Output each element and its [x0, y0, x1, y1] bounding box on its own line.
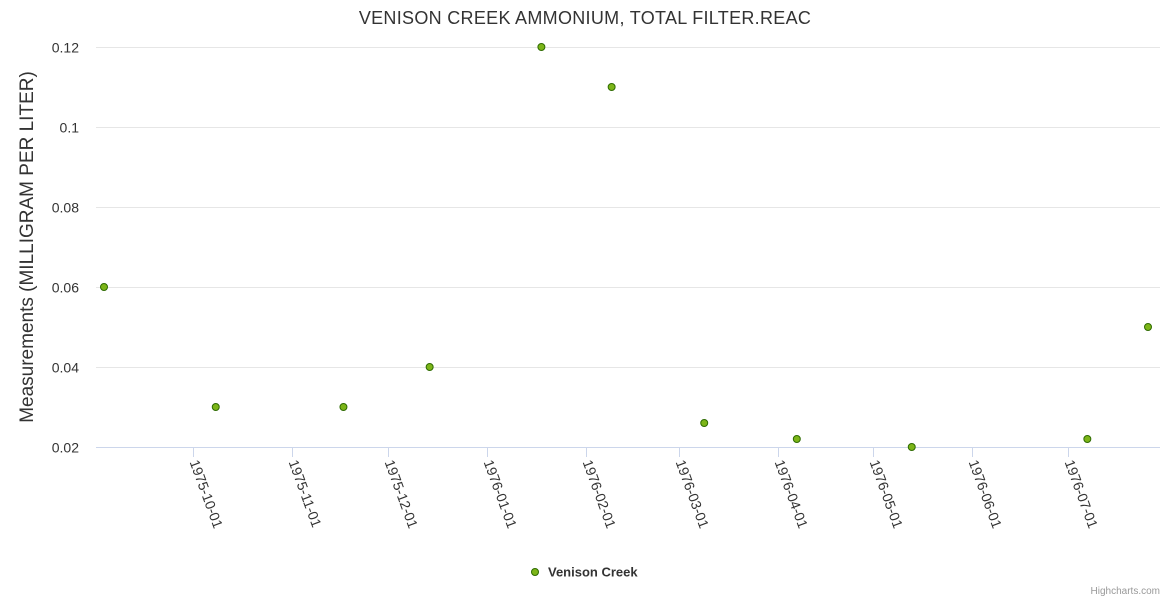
data-point[interactable] [700, 419, 709, 427]
x-tick-label: 1975-11-01 [286, 458, 325, 530]
legend-marker-icon [531, 568, 539, 576]
data-point[interactable] [339, 403, 348, 411]
x-tick-label: 1976-03-01 [673, 458, 713, 531]
credits-link[interactable]: Highcharts.com [1091, 586, 1160, 597]
x-tick-label: 1976-01-01 [481, 458, 521, 531]
y-axis-ticks: 0.02 0.04 0.06 0.08 0.1 0.12 [52, 40, 79, 456]
y-tick-label: 0.02 [52, 440, 79, 456]
legend-item-label[interactable]: Venison Creek [548, 565, 638, 580]
y-tick-label: 0.06 [52, 280, 79, 296]
data-point[interactable] [537, 43, 546, 51]
data-point[interactable] [425, 363, 434, 371]
y-axis-label: Measurements (MILLIGRAM PER LITER) [17, 71, 38, 423]
data-point[interactable] [1144, 323, 1152, 331]
data-point[interactable] [607, 83, 616, 91]
y-tick-label: 0.08 [52, 200, 79, 216]
x-tick-label: 1976-02-01 [580, 458, 620, 531]
x-tick-label: 1975-10-01 [187, 458, 227, 531]
x-tick-label: 1975-12-01 [382, 458, 422, 531]
grid-lines [96, 47, 1160, 368]
y-tick-label: 0.04 [52, 360, 79, 376]
data-point[interactable] [792, 435, 801, 443]
data-point[interactable] [211, 403, 220, 411]
x-tick-label: 1976-06-01 [966, 458, 1006, 531]
y-tick-label: 0.1 [60, 120, 80, 136]
data-point[interactable] [1083, 435, 1092, 443]
data-point[interactable] [907, 443, 916, 451]
x-tick-label: 1976-04-01 [772, 458, 812, 531]
series-venison-creek[interactable] [100, 43, 1152, 451]
chart-title: VENISON CREEK AMMONIUM, TOTAL FILTER.REA… [359, 8, 811, 28]
legend[interactable]: Venison Creek [531, 565, 639, 580]
x-axis-ticks: 1975-10-01 1975-11-01 1975-12-01 1976-01-01… [187, 447, 1102, 531]
y-tick-label: 0.12 [52, 40, 79, 56]
x-tick-label: 1976-05-01 [867, 458, 907, 531]
data-point[interactable] [100, 283, 108, 291]
x-tick-label: 1976-07-01 [1062, 458, 1102, 531]
